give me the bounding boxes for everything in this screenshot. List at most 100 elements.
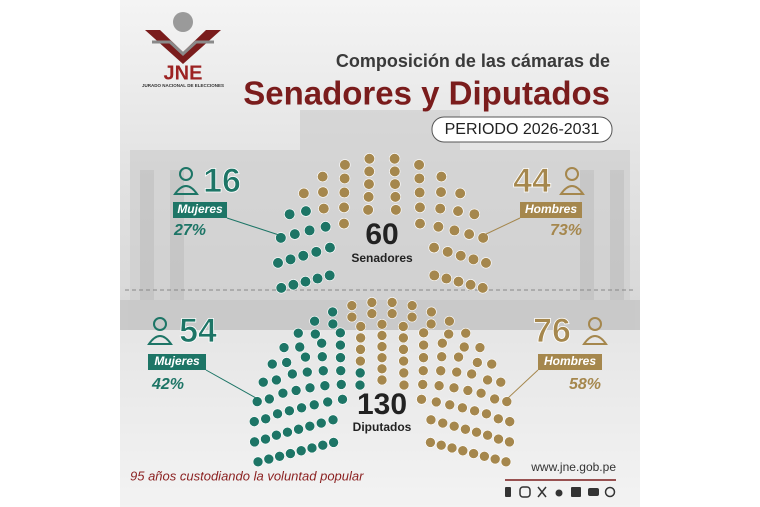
seat <box>406 311 418 323</box>
seat <box>454 187 466 199</box>
seat <box>448 224 461 237</box>
seat <box>292 327 304 339</box>
seat <box>425 318 437 330</box>
legend-label: Hombres <box>544 354 596 368</box>
person-icon-body <box>559 185 585 195</box>
seat <box>310 328 321 340</box>
seat <box>319 380 331 391</box>
person-icon-head <box>179 167 193 181</box>
seat <box>376 330 388 341</box>
person-icon-head <box>588 317 602 331</box>
seat <box>327 414 339 426</box>
seat <box>477 282 489 294</box>
seat <box>486 358 498 370</box>
seat <box>493 433 504 445</box>
total: 130 <box>357 388 407 421</box>
seat <box>482 429 493 441</box>
seat <box>335 365 347 376</box>
seat <box>346 300 358 311</box>
seat <box>474 342 486 353</box>
seat <box>287 279 299 291</box>
seat <box>489 453 501 465</box>
seat <box>304 420 316 432</box>
seat <box>414 186 426 199</box>
seat <box>301 366 313 378</box>
seat <box>442 246 454 258</box>
seat <box>425 414 437 426</box>
seat <box>432 221 444 233</box>
seat <box>472 357 483 368</box>
seat <box>293 423 304 435</box>
seat <box>271 374 282 386</box>
seat <box>414 201 426 213</box>
seat <box>376 363 388 375</box>
logo-caption: JURADO NACIONAL DE ELECCIONES <box>142 83 224 88</box>
seat <box>277 387 289 399</box>
share-label: 58% <box>569 376 601 393</box>
seat <box>435 171 447 183</box>
seat <box>322 396 333 408</box>
seat <box>468 208 480 220</box>
person-icon-body <box>582 335 608 345</box>
seat <box>426 306 437 318</box>
seat <box>465 279 477 291</box>
seat <box>355 344 366 355</box>
person-icon-head <box>565 167 579 181</box>
seat <box>452 205 464 217</box>
seat <box>398 344 409 355</box>
seat <box>275 282 287 294</box>
seat <box>338 186 350 199</box>
seat <box>315 417 327 429</box>
seat <box>469 405 480 417</box>
seat <box>260 413 271 425</box>
legend-box <box>173 202 227 218</box>
person-icon-body <box>173 185 199 195</box>
seat <box>443 328 454 340</box>
seat <box>363 191 375 203</box>
seat <box>440 272 453 285</box>
seat <box>435 365 447 377</box>
seat <box>300 351 311 363</box>
seat <box>398 379 410 391</box>
total-label: Diputados <box>353 420 412 434</box>
social-icons <box>505 486 616 498</box>
seat <box>284 405 295 417</box>
seat <box>335 352 346 363</box>
seat <box>317 186 329 198</box>
seat <box>435 439 447 451</box>
seat <box>458 341 470 353</box>
seat <box>389 191 401 203</box>
share-label: 27% <box>173 222 206 239</box>
seat-count: 54 <box>179 312 217 350</box>
seat <box>434 202 446 215</box>
seat <box>295 445 307 457</box>
seat <box>376 318 388 330</box>
seat <box>339 172 351 185</box>
seat <box>479 450 490 462</box>
seat <box>475 387 487 399</box>
seat <box>435 186 447 198</box>
seat <box>413 159 425 171</box>
seat <box>444 399 456 411</box>
seat <box>285 448 296 459</box>
seat <box>489 393 500 405</box>
seat <box>249 436 260 448</box>
seat <box>338 218 350 230</box>
seat <box>274 450 285 462</box>
logo: JNE JURADO NACIONAL DE ELECCIONES <box>142 12 224 88</box>
seat <box>310 246 322 258</box>
seat <box>317 439 329 451</box>
seat <box>289 228 301 240</box>
seat <box>417 379 429 390</box>
seat <box>251 396 263 407</box>
seat <box>317 365 329 377</box>
seat <box>309 315 320 327</box>
seat <box>463 228 475 240</box>
seat <box>320 221 332 233</box>
seat <box>355 355 366 367</box>
seat <box>455 250 467 262</box>
seat <box>282 426 293 438</box>
seat <box>501 396 513 407</box>
seat <box>433 380 445 391</box>
seat <box>397 321 409 332</box>
